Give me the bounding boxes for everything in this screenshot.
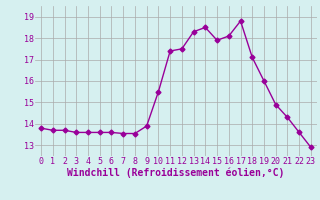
X-axis label: Windchill (Refroidissement éolien,°C): Windchill (Refroidissement éolien,°C) bbox=[67, 168, 285, 178]
